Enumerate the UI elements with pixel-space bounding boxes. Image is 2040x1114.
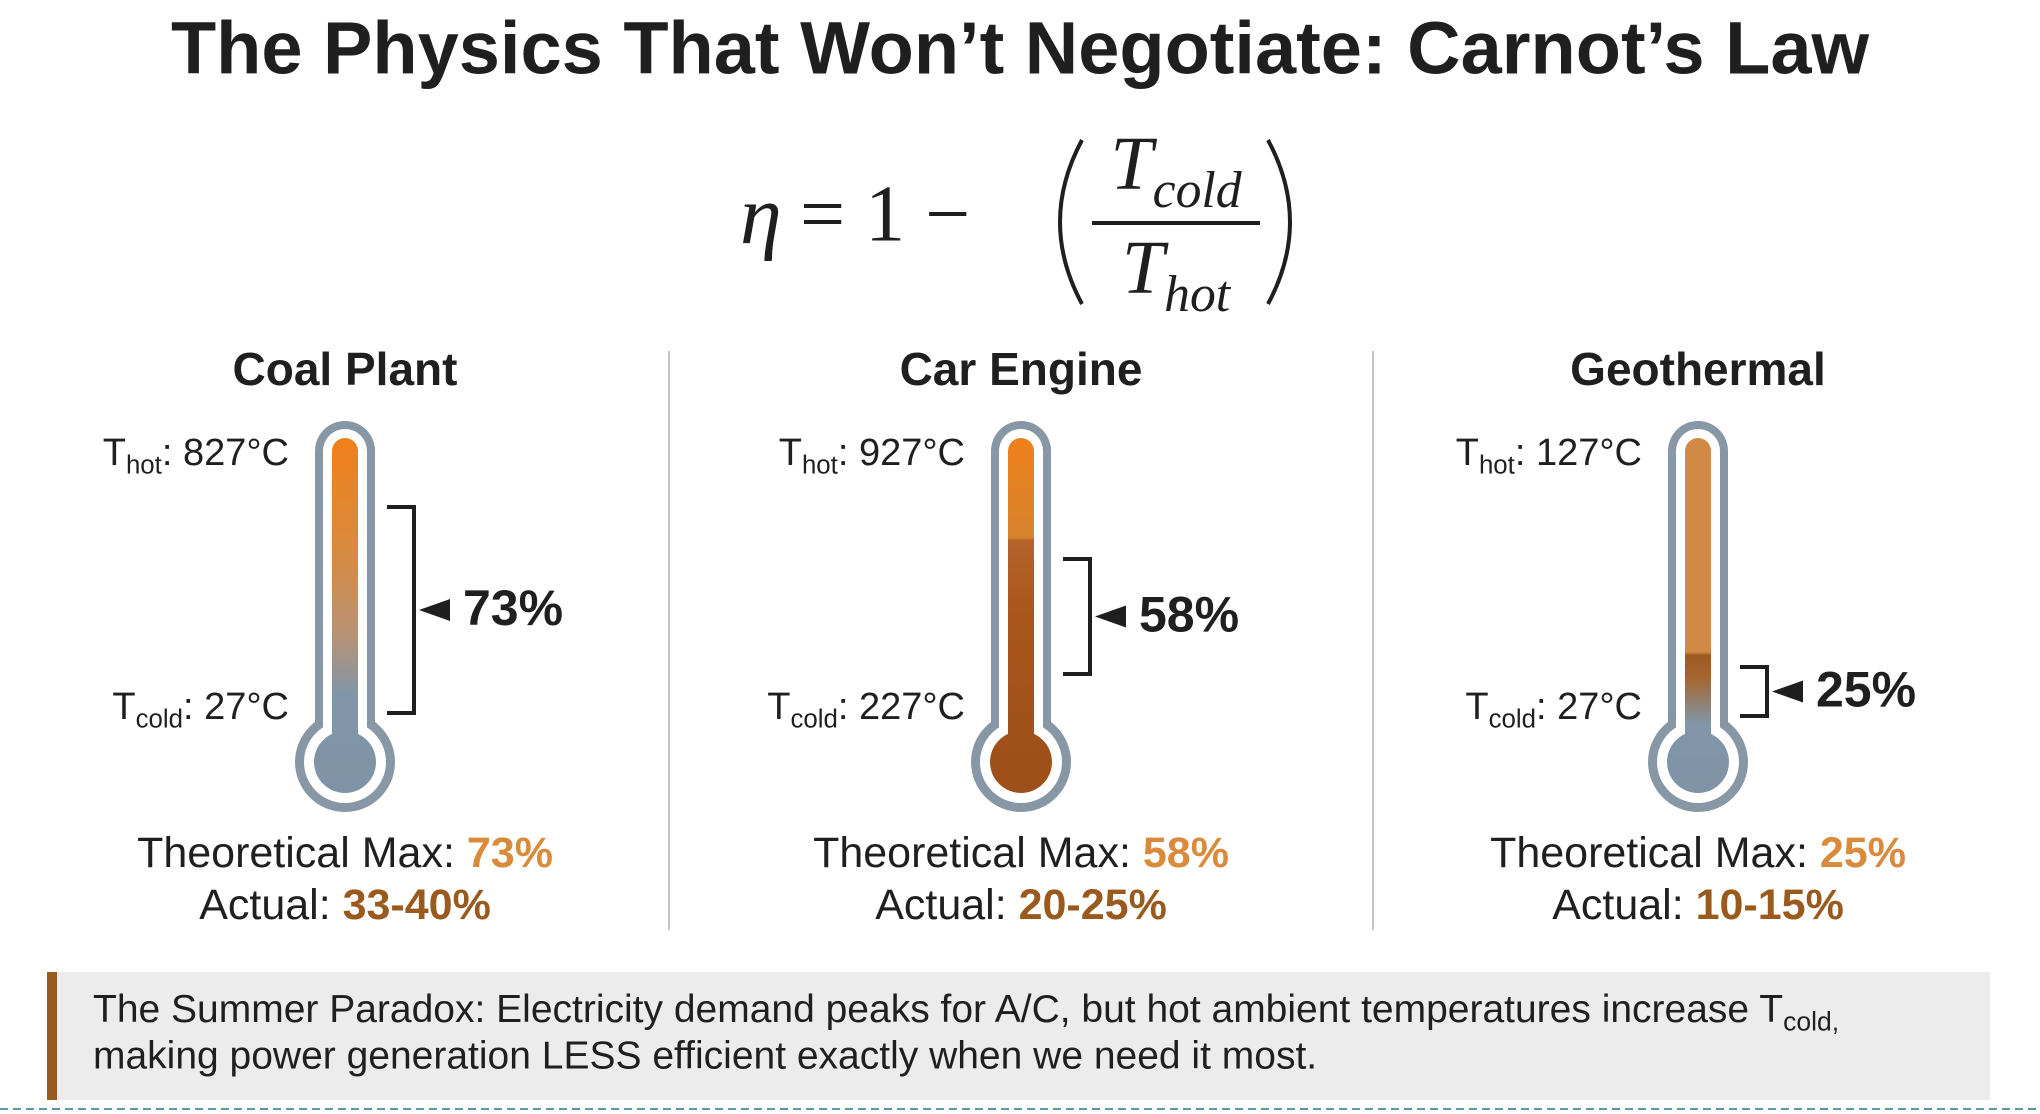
text-part: hot — [1164, 266, 1232, 323]
text-part: 58% — [1143, 829, 1229, 877]
text-part: T — [1110, 122, 1157, 206]
text-part: The Summer Paradox: Electricity demand p… — [93, 988, 1783, 1031]
footer-line: making power generation LESS efficient e… — [93, 1034, 1317, 1077]
text-part: T — [767, 686, 790, 728]
formula-numerator: Tcold — [1110, 122, 1241, 218]
formula-lhs: η — [740, 169, 782, 262]
title: The Physics That Won’t Negotiate: Carnot… — [171, 7, 1870, 90]
text-part: Actual: — [199, 881, 342, 929]
text-part: T — [779, 432, 802, 474]
text-part: : 227°C — [838, 686, 965, 728]
efficiency-label: 73% — [463, 580, 563, 636]
text-part: cold — [1489, 705, 1536, 733]
text-part: 33-40% — [343, 881, 491, 929]
cold-label: Tcold: 27°C — [112, 686, 289, 733]
footer-line: The Summer Paradox: Electricity demand p… — [93, 988, 1839, 1036]
hot-label: Thot: 127°C — [1456, 432, 1642, 479]
thermometer-fill — [1008, 438, 1034, 768]
text-part: hot — [126, 451, 162, 479]
text-part: : 827°C — [162, 432, 289, 474]
efficiency-label: 25% — [1816, 662, 1916, 718]
paren-right — [1266, 139, 1292, 305]
text-part: 25% — [1820, 829, 1906, 877]
footer-accent — [47, 972, 57, 1100]
panel-title: Car Engine — [900, 343, 1143, 395]
footer-box — [47, 972, 1990, 1100]
actual: Actual: 20-25% — [875, 881, 1167, 929]
text-part: cold — [1153, 162, 1242, 219]
text-part: Theoretical Max: — [137, 829, 467, 877]
paren-left — [1058, 139, 1084, 305]
text-part: cold — [1783, 1007, 1832, 1037]
theoretical-max: Theoretical Max: 25% — [1490, 829, 1906, 877]
text-part: : 27°C — [1536, 686, 1642, 728]
thermometer-fill — [1685, 438, 1711, 768]
actual: Actual: 33-40% — [199, 881, 491, 929]
text-part: : 127°C — [1515, 432, 1642, 474]
text-part: : 927°C — [838, 432, 965, 474]
bracket — [1063, 557, 1092, 676]
theoretical-max: Theoretical Max: 73% — [137, 829, 553, 877]
bracket-arrow — [1095, 605, 1126, 628]
bracket — [387, 505, 416, 715]
formula-mid: = 1 − — [800, 170, 970, 258]
formula-denominator: Thot — [1122, 226, 1232, 322]
hot-label: Thot: 927°C — [779, 432, 965, 479]
actual: Actual: 10-15% — [1552, 881, 1844, 929]
cold-label: Tcold: 227°C — [767, 686, 965, 733]
bracket-arrow — [419, 599, 450, 621]
formula-parens — [1058, 139, 1292, 305]
text-part: cold — [136, 705, 183, 733]
bracket — [1740, 665, 1769, 718]
text-part: 10-15% — [1696, 881, 1844, 929]
text-part: cold — [790, 705, 837, 733]
text-part: : 27°C — [183, 686, 289, 728]
text-part: hot — [1479, 451, 1515, 479]
text-part: T — [112, 686, 135, 728]
text-part: T — [1122, 226, 1169, 310]
thermometer-fill — [332, 438, 358, 768]
hot-label: Thot: 827°C — [103, 432, 289, 479]
text-part: hot — [802, 451, 838, 479]
cold-label: Tcold: 27°C — [1465, 686, 1642, 733]
theoretical-max: Theoretical Max: 58% — [813, 829, 1229, 877]
text-part: , — [1832, 1007, 1839, 1037]
panel-title: Coal Plant — [233, 343, 458, 395]
text-part: T — [1465, 686, 1488, 728]
text-part: Actual: — [1552, 881, 1695, 929]
text-part: η — [740, 169, 782, 262]
thermometer-bulb — [1667, 731, 1729, 793]
text-part: 20-25% — [1019, 881, 1167, 929]
text-part: Actual: — [875, 881, 1018, 929]
text-part: Theoretical Max: — [813, 829, 1143, 877]
bracket-arrow — [1772, 680, 1803, 703]
thermometer-bulb — [990, 731, 1052, 793]
thermometer-bulb — [314, 731, 376, 793]
text-part: T — [1456, 432, 1479, 474]
text-part: Theoretical Max: — [1490, 829, 1820, 877]
panel-title: Geothermal — [1570, 343, 1826, 395]
text-part: 73% — [467, 829, 553, 877]
text-part: T — [103, 432, 126, 474]
efficiency-label: 58% — [1139, 587, 1239, 643]
